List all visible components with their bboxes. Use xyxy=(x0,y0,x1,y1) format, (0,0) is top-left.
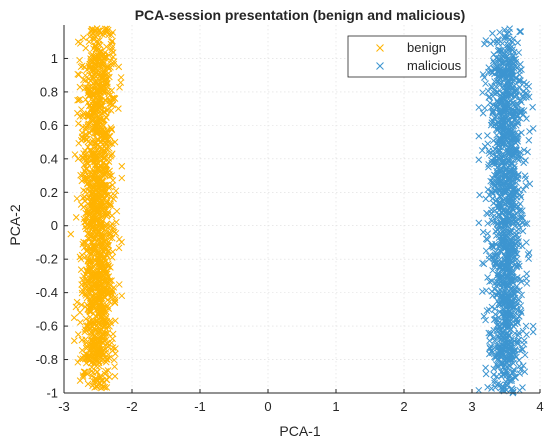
x-tick-label: -2 xyxy=(126,399,138,414)
chart-title: PCA-session presentation (benign and mal… xyxy=(135,7,466,23)
y-tick-label: -0.2 xyxy=(36,252,58,267)
y-tick-label: -0.4 xyxy=(36,285,58,300)
y-tick-label: -1 xyxy=(46,386,58,401)
legend-label-benign: benign xyxy=(407,40,446,55)
y-tick-label: -0.8 xyxy=(36,352,58,367)
x-axis-label: PCA-1 xyxy=(279,423,320,439)
x-tick-label: -3 xyxy=(58,399,70,414)
y-tick-label: 0.2 xyxy=(40,185,58,200)
x-tick-label: 3 xyxy=(468,399,475,414)
y-tick-label: -0.6 xyxy=(36,319,58,334)
y-tick-label: 0 xyxy=(51,218,58,233)
y-tick-label: 1 xyxy=(51,51,58,66)
x-tick-label: 2 xyxy=(400,399,407,414)
legend: benign malicious xyxy=(348,36,466,77)
x-tick-label: 4 xyxy=(536,399,543,414)
legend-label-malicious: malicious xyxy=(407,58,462,73)
y-tick-label: 0.6 xyxy=(40,118,58,133)
x-tick-label: 1 xyxy=(332,399,339,414)
y-tick-label: 0.8 xyxy=(40,84,58,99)
y-axis-label: PCA-2 xyxy=(7,204,23,245)
y-tick-label: 0.4 xyxy=(40,151,58,166)
x-tick-label: -1 xyxy=(194,399,206,414)
x-tick-label: 0 xyxy=(264,399,271,414)
